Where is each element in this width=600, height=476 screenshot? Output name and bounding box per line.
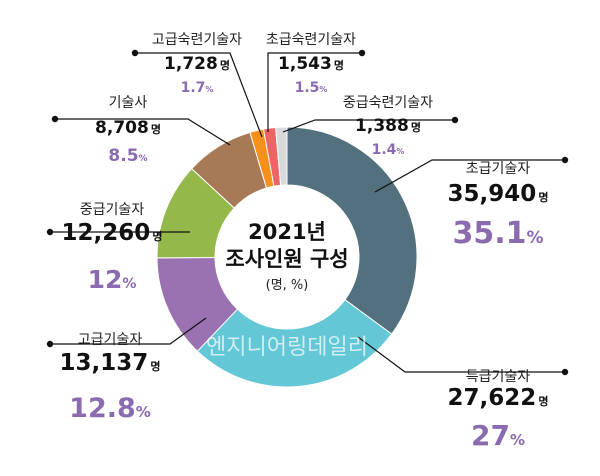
slice-6-count: 1,543 명 xyxy=(278,54,344,74)
slice-5-leader xyxy=(135,52,263,138)
unit-note: (명, %) xyxy=(266,278,309,293)
slice-7-leader xyxy=(282,119,455,133)
chart-title: 2021년 xyxy=(248,220,326,244)
slice-7-label: 중급숙련기술자 xyxy=(343,95,433,111)
slice-5-count: 1,728 명 xyxy=(164,54,230,74)
slice-4-leader-dot xyxy=(51,115,59,123)
slice-7-leader-dot xyxy=(451,116,459,124)
slice-4-leader xyxy=(55,118,231,146)
slice-4-count: 8,708 명 xyxy=(95,118,161,138)
slice-6-leader-dot xyxy=(358,49,366,57)
slice-5-percent: 1.7% xyxy=(181,80,214,96)
slice-1-count: 27,622 명 xyxy=(448,385,549,411)
leader-lines xyxy=(46,49,569,376)
slice-4-label: 기술사 xyxy=(109,95,148,111)
slice-1-leader xyxy=(357,336,565,373)
watermark: 엔지니어링데일리 xyxy=(206,335,368,360)
slice-3-leader-dot xyxy=(46,228,54,236)
slice-1 xyxy=(196,298,393,388)
slice-5-leader-dot xyxy=(131,49,139,57)
slice-0-count: 35,940 명 xyxy=(448,181,549,207)
slice-2-label: 고급기술자 xyxy=(78,332,143,348)
slice-1-label: 특급기술자 xyxy=(466,369,531,385)
slice-7-percent: 1.4% xyxy=(372,142,405,158)
slice-0-label: 초급기술자 xyxy=(466,161,531,177)
slice-1-leader-dot xyxy=(561,368,569,376)
slice-0-leader xyxy=(374,159,565,193)
slice-5-label: 고급숙련기술자 xyxy=(152,32,242,48)
chart-subtitle: 조사인원 구성 xyxy=(225,247,348,271)
slice-6-percent: 1.5% xyxy=(295,80,328,96)
slice-0-percent: 35.1% xyxy=(452,216,543,251)
slice-0-leader-dot xyxy=(561,156,569,164)
slice-1-percent: 27% xyxy=(471,419,525,452)
slice-3-percent: 12% xyxy=(88,265,137,294)
slice-0 xyxy=(286,126,418,335)
slice-2-count: 13,137 명 xyxy=(60,350,161,376)
slice-2-leader xyxy=(50,317,207,345)
slice-4-percent: 8.5% xyxy=(108,146,147,166)
slice-7-count: 1,388 명 xyxy=(355,116,421,136)
slice-6-leader xyxy=(267,52,362,132)
slice-2-leader-dot xyxy=(46,340,54,348)
slice-3-label: 중급기술자 xyxy=(80,202,145,218)
donut-slices xyxy=(156,126,418,388)
slice-3-count: 12,260 명 xyxy=(62,220,163,246)
slice-7 xyxy=(275,126,288,186)
slice-2-percent: 12.8% xyxy=(69,393,151,424)
slice-6-label: 초급숙련기술자 xyxy=(266,32,356,48)
